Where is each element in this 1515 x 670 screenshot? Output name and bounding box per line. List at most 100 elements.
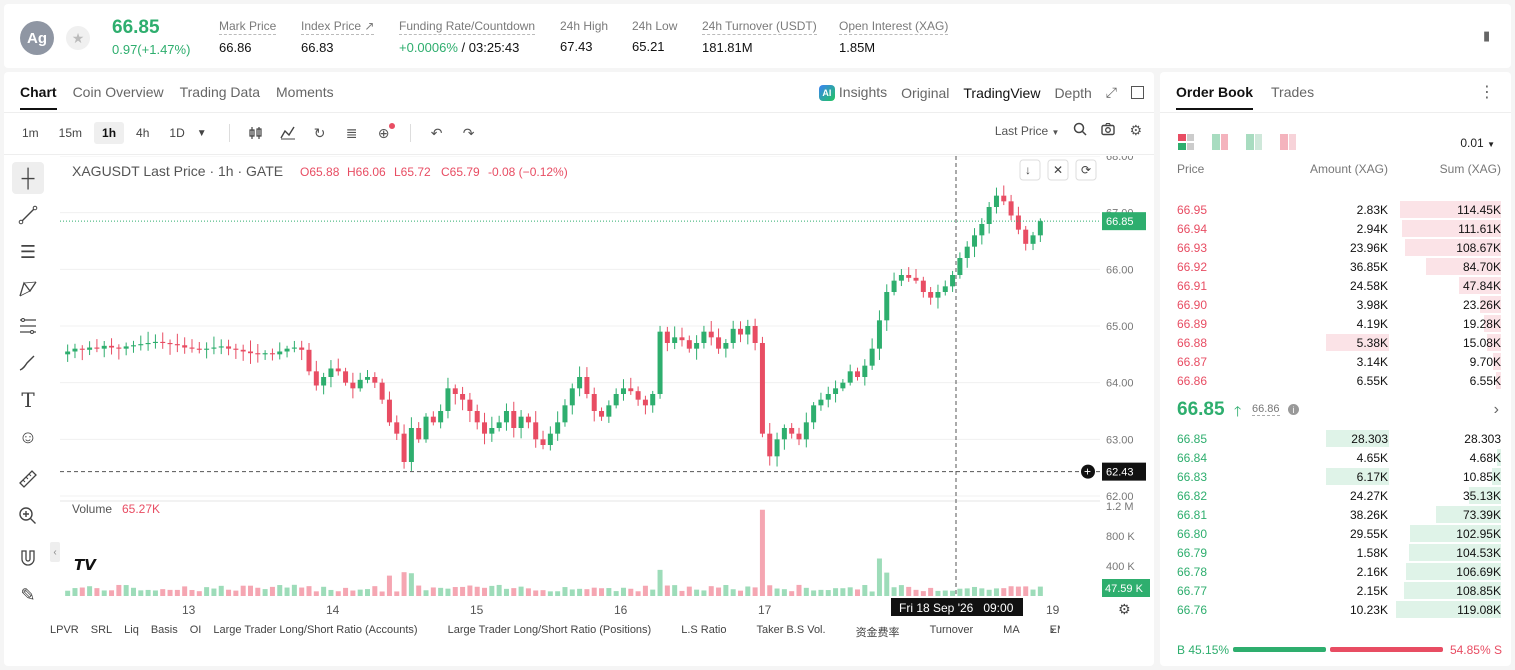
ask-row[interactable]: 66.91 24.58K 47.84K — [1160, 276, 1511, 295]
settings-gear-icon[interactable]: ⚙ — [1129, 122, 1142, 138]
ask-row[interactable]: 66.95 2.83K 114.45K — [1160, 200, 1511, 219]
bid-row[interactable]: 66.76 10.23K 119.08K — [1160, 600, 1511, 619]
ask-row[interactable]: 66.90 3.98K 23.26K — [1160, 295, 1511, 314]
tab-trading-data[interactable]: Trading Data — [179, 84, 261, 100]
bid-row[interactable]: 66.82 24.27K 35.13K — [1160, 486, 1511, 505]
horizontal-lines-tool-icon[interactable]: ☰ — [19, 241, 37, 262]
bid-row[interactable]: 66.81 38.26K 73.39K — [1160, 505, 1511, 524]
timeframe-15m[interactable]: 15m — [58, 126, 83, 140]
info-icon[interactable]: i — [1288, 404, 1299, 415]
ask-row[interactable]: 66.86 6.55K 6.55K — [1160, 371, 1511, 390]
crosshair-tool-icon[interactable]: ┼ — [12, 162, 44, 194]
indicator-shortcut[interactable]: Turnover — [929, 624, 974, 636]
indicator-shortcut[interactable]: MA — [1003, 624, 1020, 636]
timeframe-1m[interactable]: 1m — [22, 126, 39, 140]
bid-row[interactable]: 66.84 4.65K 4.68K — [1160, 448, 1511, 467]
templates-icon[interactable]: ≣ — [345, 124, 358, 141]
indicator-shortcut[interactable]: Basis — [150, 624, 178, 636]
scroll-down-icon[interactable]: ↓ — [1025, 163, 1031, 177]
timeframe-1d[interactable]: 1D — [169, 126, 185, 140]
more-menu-icon[interactable]: ⋮ — [1479, 84, 1495, 101]
indicator-shortcut[interactable]: OI — [189, 624, 202, 636]
view-depth[interactable]: Depth — [1054, 84, 1092, 101]
brush-tool-icon[interactable] — [12, 347, 44, 379]
collapse-toolbar-icon[interactable]: ‹ — [50, 542, 60, 562]
indicator-shortcut[interactable]: Large Trader Long/Short Ratio (Positions… — [447, 624, 652, 636]
scroll-down-icon-bg[interactable] — [1019, 159, 1041, 181]
indicator-shortcut[interactable]: EMA — [1049, 624, 1060, 636]
bid-row[interactable]: 66.77 2.15K 108.85K — [1160, 581, 1511, 600]
view-tradingview[interactable]: TradingView — [963, 84, 1041, 101]
pattern-tool-icon[interactable] — [12, 273, 44, 305]
auto-scale-icon-bg[interactable] — [1075, 159, 1097, 181]
timeframe-1h[interactable]: 1h — [94, 122, 125, 144]
insights-button[interactable]: AI Insights — [818, 84, 887, 102]
bid-row[interactable]: 66.83 6.17K 10.85K — [1160, 467, 1511, 486]
fib-tool-icon[interactable] — [12, 310, 44, 342]
view-both-icon[interactable] — [1178, 134, 1194, 150]
ask-row[interactable]: 66.87 3.14K 9.70K — [1160, 352, 1511, 371]
indicator-shortcut[interactable]: Large Trader Long/Short Ratio (Accounts) — [213, 624, 418, 636]
mid-mark-price[interactable]: 66.86 — [1252, 403, 1280, 416]
stat-funding-rate[interactable]: Funding Rate/Countdown +0.0006% / 03:25:… — [399, 19, 536, 55]
replay-icon[interactable]: ↻ — [313, 124, 326, 141]
ask-row[interactable]: 66.89 4.19K 19.28K — [1160, 314, 1511, 333]
magnet-icon[interactable] — [12, 542, 44, 574]
tab-trades[interactable]: Trades — [1271, 84, 1315, 100]
chevron-right-icon[interactable]: › — [1050, 622, 1055, 637]
view-asks-icon[interactable] — [1280, 134, 1296, 150]
view-original[interactable]: Original — [901, 84, 950, 101]
indicators-icon[interactable] — [277, 122, 299, 144]
bid-row[interactable]: 66.79 1.58K 104.53K — [1160, 543, 1511, 562]
view-bids-icon[interactable] — [1246, 134, 1262, 150]
stat-24h-turnover[interactable]: 24h Turnover (USDT) 181.81M — [702, 19, 817, 55]
zoom-in-icon[interactable] — [12, 500, 44, 532]
indicator-shortcut[interactable]: Taker B.S Vol. — [756, 624, 826, 636]
alert-add-icon[interactable]: ⊕ — [373, 122, 395, 144]
view-split-icon[interactable] — [1212, 134, 1228, 150]
ask-row[interactable]: 66.92 36.85K 84.70K — [1160, 257, 1511, 276]
tab-coin-overview[interactable]: Coin Overview — [72, 84, 164, 100]
pencil-lock-icon[interactable]: ✎ — [20, 584, 36, 605]
redo-icon[interactable]: ↷ — [462, 124, 475, 141]
bid-row[interactable]: 66.80 29.55K 102.95K — [1160, 524, 1511, 543]
indicator-shortcut[interactable]: SRL — [90, 624, 113, 636]
indicator-shortcut[interactable]: 资金费率 — [855, 627, 900, 639]
indicator-shortcut[interactable]: LPVR — [50, 624, 79, 636]
text-tool-icon[interactable]: T — [21, 388, 35, 412]
ask-row[interactable]: 66.94 2.94K 111.61K — [1160, 219, 1511, 238]
indicator-shortcut[interactable]: Liq — [124, 624, 139, 636]
camera-icon[interactable] — [1101, 122, 1116, 139]
precision-select[interactable]: 0.01 ▼ — [1460, 136, 1495, 150]
ask-row[interactable]: 66.93 23.96K 108.67K — [1160, 238, 1511, 257]
reset-scale-icon[interactable]: ✕ — [1053, 163, 1063, 177]
tab-order-book[interactable]: Order Book — [1176, 84, 1254, 110]
timeframe-dropdown-icon[interactable]: ▼ — [196, 127, 207, 139]
bid-row[interactable]: 66.78 2.16K 106.69K — [1160, 562, 1511, 581]
expand-icon[interactable]: ⤢ — [1105, 84, 1117, 101]
trendline-tool-icon[interactable] — [12, 199, 44, 231]
tab-moments[interactable]: Moments — [276, 84, 334, 100]
auto-scale-icon[interactable]: ⟳ — [1081, 163, 1091, 177]
timeframe-4h[interactable]: 4h — [136, 126, 150, 140]
undo-icon[interactable]: ↶ — [430, 124, 443, 141]
window-icon[interactable] — [1131, 86, 1144, 100]
stat-mark-price[interactable]: Mark Price 66.86 — [219, 19, 277, 55]
stat-index-price[interactable]: Index Price ↗ 66.83 — [301, 19, 375, 55]
bid-row[interactable]: 66.85 28.303 28.303 — [1160, 429, 1511, 448]
timescale-settings-icon[interactable]: ⚙ — [1118, 601, 1131, 616]
search-icon[interactable] — [1073, 122, 1087, 139]
book-icon[interactable]: ▮ — [1483, 28, 1491, 43]
candle-type-icon[interactable] — [245, 122, 267, 144]
favorite-star-icon[interactable]: ★ — [66, 26, 90, 50]
stat-open-interest[interactable]: Open Interest (XAG) 1.85M — [839, 19, 949, 55]
emoji-tool-icon[interactable]: ☺ — [18, 426, 38, 447]
price-type-select[interactable]: Last Price ▼ — [995, 124, 1060, 138]
ask-row[interactable]: 66.88 5.38K 15.08K — [1160, 333, 1511, 352]
reset-scale-icon-bg[interactable] — [1047, 159, 1069, 181]
tab-chart[interactable]: Chart — [20, 84, 57, 110]
indicator-shortcut[interactable]: L.S Ratio — [681, 624, 727, 636]
chevron-right-icon[interactable]: › — [1493, 401, 1499, 418]
ruler-tool-icon[interactable] — [12, 463, 44, 495]
